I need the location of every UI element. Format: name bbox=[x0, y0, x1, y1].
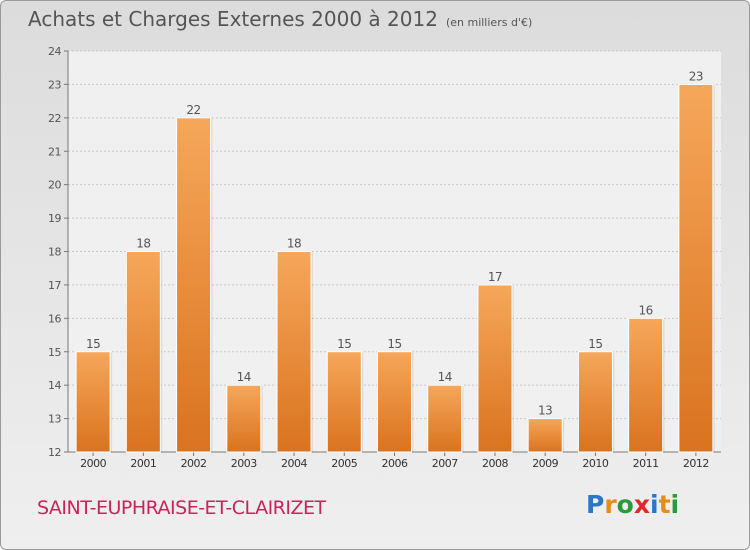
x-tick-label: 2011 bbox=[633, 457, 659, 470]
bar bbox=[326, 351, 362, 453]
data-label: 17 bbox=[488, 270, 502, 284]
bar bbox=[577, 351, 613, 453]
y-tick-label: 17 bbox=[48, 279, 61, 292]
logo-letter: t bbox=[658, 490, 671, 519]
data-label: 18 bbox=[287, 237, 301, 251]
title-text: Achats et Charges Externes 2000 à 2012 bbox=[28, 7, 438, 31]
data-label: 16 bbox=[639, 303, 653, 317]
bar bbox=[377, 351, 412, 453]
y-tick-label: 12 bbox=[48, 446, 61, 459]
bar bbox=[527, 418, 563, 453]
data-label: 14 bbox=[237, 370, 251, 384]
logo-letter: x bbox=[633, 490, 650, 519]
y-tick-label: 24 bbox=[48, 45, 61, 58]
x-tick-label: 2003 bbox=[231, 457, 257, 470]
y-tick-label: 13 bbox=[48, 413, 61, 426]
bar bbox=[427, 384, 463, 453]
x-tick-label: 2006 bbox=[382, 457, 408, 470]
y-tick-label: 15 bbox=[48, 346, 61, 359]
x-tick-label: 2007 bbox=[432, 457, 458, 470]
bar bbox=[226, 384, 262, 453]
data-label: 18 bbox=[136, 237, 150, 251]
bar bbox=[75, 351, 111, 453]
bar bbox=[125, 251, 161, 453]
x-tick-label: 2012 bbox=[683, 457, 709, 470]
y-tick-label: 23 bbox=[48, 78, 61, 91]
bar bbox=[678, 83, 714, 453]
data-label: 15 bbox=[588, 337, 602, 351]
y-tick-label: 16 bbox=[48, 312, 61, 325]
data-label: 15 bbox=[387, 337, 401, 351]
x-tick-label: 2001 bbox=[130, 457, 156, 470]
logo-letter: i bbox=[650, 490, 659, 519]
data-label: 22 bbox=[186, 103, 200, 117]
x-tick-label: 2010 bbox=[582, 457, 608, 470]
x-tick-label: 2002 bbox=[181, 457, 207, 470]
logo-letter: o bbox=[616, 490, 634, 519]
proxiti-logo: Proxiti bbox=[586, 490, 679, 519]
y-tick-label: 22 bbox=[48, 112, 61, 125]
bar bbox=[276, 251, 312, 453]
x-tick-label: 2009 bbox=[532, 457, 558, 470]
chart-subtitle: (en milliers d'€) bbox=[445, 16, 533, 29]
x-tick-label: 2005 bbox=[331, 457, 357, 470]
logo-letter: P bbox=[586, 490, 605, 519]
bar bbox=[628, 317, 664, 453]
bar bbox=[477, 284, 513, 453]
y-tick-label: 18 bbox=[48, 246, 61, 259]
data-label: 23 bbox=[689, 69, 703, 83]
x-tick-label: 2000 bbox=[80, 457, 106, 470]
x-tick-label: 2008 bbox=[482, 457, 508, 470]
data-label: 14 bbox=[438, 370, 452, 384]
y-tick-label: 21 bbox=[48, 145, 61, 158]
data-label: 13 bbox=[538, 404, 552, 418]
data-label: 15 bbox=[337, 337, 351, 351]
bar bbox=[176, 117, 212, 453]
logo-letter: i bbox=[670, 490, 680, 519]
chart-title: Achats et Charges Externes 2000 à 2012 (e… bbox=[28, 7, 532, 31]
y-tick-label: 19 bbox=[48, 212, 61, 225]
commune-name: SAINT-EUPHRAISE-ET-CLAIRIZET bbox=[37, 497, 326, 519]
data-label: 15 bbox=[86, 337, 100, 351]
y-tick-label: 20 bbox=[48, 179, 61, 192]
logo-letter: r bbox=[604, 490, 617, 519]
y-tick-label: 14 bbox=[48, 379, 61, 392]
x-tick-label: 2004 bbox=[281, 457, 307, 470]
